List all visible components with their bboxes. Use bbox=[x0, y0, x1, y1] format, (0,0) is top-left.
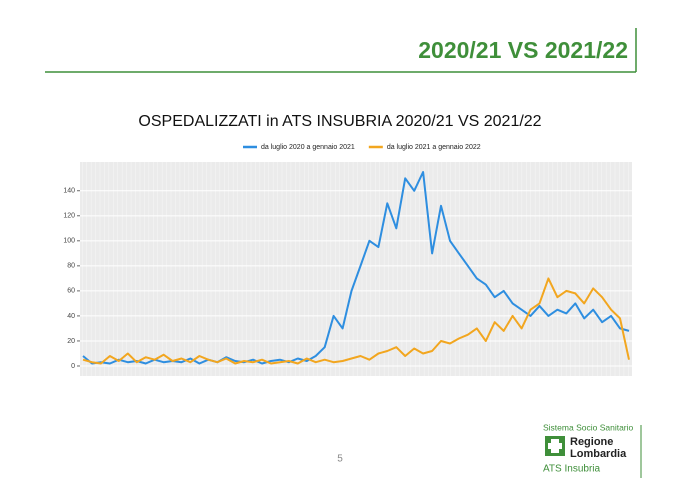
y-tick-label: 40 bbox=[67, 313, 75, 320]
slide-header: 2020/21 VS 2021/22 bbox=[418, 37, 628, 63]
y-tick-label: 140 bbox=[63, 188, 75, 195]
logo-cross bbox=[548, 439, 562, 453]
y-tick-label: 120 bbox=[63, 213, 75, 220]
logo-agency: ATS Insubria bbox=[543, 464, 600, 475]
page-number: 5 bbox=[337, 454, 343, 465]
series-line bbox=[82, 277, 630, 365]
plot: 0 20 40 60 80 100 120 140 bbox=[63, 171, 632, 370]
y-tick-label: 80 bbox=[67, 263, 75, 270]
logo-region: Lombardia bbox=[570, 448, 627, 460]
y-tick-label: 20 bbox=[67, 338, 75, 345]
legend: da luglio 2020 a gennaio 2021 da luglio 2… bbox=[243, 144, 481, 151]
chart-title: OSPEDALIZZATI in ATS INSUBRIA 2020/21 VS… bbox=[138, 113, 541, 130]
legend-label: da luglio 2021 a gennaio 2022 bbox=[387, 144, 481, 151]
y-tick-label: 60 bbox=[67, 288, 75, 295]
legend-label: da luglio 2020 a gennaio 2021 bbox=[261, 144, 355, 151]
y-tick-label: 100 bbox=[63, 238, 75, 245]
logo-region: Regione bbox=[570, 436, 613, 448]
minor-grid bbox=[80, 162, 632, 376]
logo-system: Sistema Socio Sanitario bbox=[543, 422, 634, 432]
y-tick-label: 0 bbox=[71, 363, 75, 370]
